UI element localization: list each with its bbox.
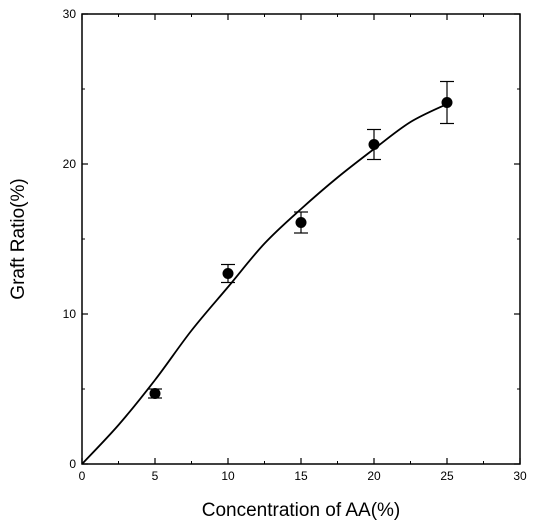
x-tick-label: 15 (294, 469, 308, 483)
data-points (149, 97, 453, 399)
x-tick-label: 10 (221, 469, 235, 483)
x-tick-label: 0 (79, 469, 86, 483)
x-tick-label: 30 (513, 469, 527, 483)
ticks (81, 13, 521, 465)
x-tick-label: 5 (152, 469, 159, 483)
plot-frame (81, 13, 521, 465)
y-tick-label: 30 (63, 7, 77, 21)
y-tick-label: 20 (63, 157, 77, 171)
data-point (368, 139, 380, 150)
x-tick-label: 25 (440, 469, 454, 483)
data-point (441, 97, 453, 108)
y-tick-label: 10 (63, 307, 77, 321)
data-point (149, 388, 161, 399)
y-axis-title: Graft Ratio(%) (8, 178, 29, 299)
fit-curve (81, 103, 448, 465)
x-axis-title: Concentration of AA(%) (202, 500, 401, 521)
x-tick-label: 20 (367, 469, 381, 483)
tick-labels: 0 5 10 15 20 25 30 0 10 20 30 (63, 7, 527, 483)
data-point (222, 268, 234, 279)
plot-border (81, 13, 521, 465)
y-tick-label: 0 (69, 457, 76, 471)
error-bars (148, 80, 454, 399)
data-point (295, 217, 307, 228)
